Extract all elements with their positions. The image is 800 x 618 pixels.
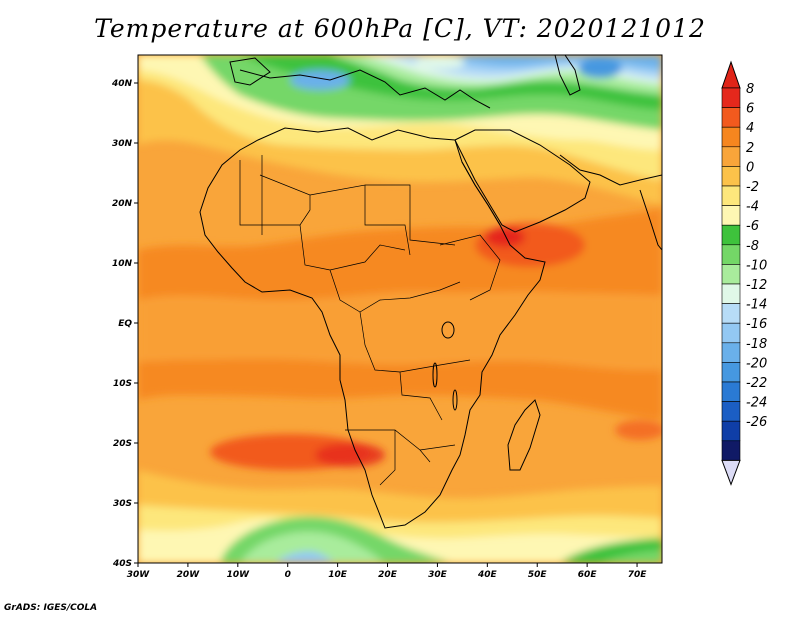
colorbar-label: 0	[746, 160, 754, 175]
colorbar-swatch	[721, 205, 741, 226]
x-tick-label: 10W	[227, 570, 251, 580]
red-sea	[461, 161, 501, 226]
y-tick-label: 10N	[112, 259, 133, 269]
colorbar-swatch	[721, 126, 741, 148]
coastlines	[199, 55, 662, 529]
credit-text: GrADS: IGES/COLA	[4, 603, 98, 613]
chart-title: Temperature at 600hPa [C], VT: 202012101…	[94, 14, 706, 43]
colorbar-label: -18	[746, 337, 767, 352]
x-tick-label: 20W	[177, 570, 201, 580]
y-tick-label: 30S	[113, 499, 132, 509]
y-axis: 40N 30N 20N 10N EQ 10S 20S 30S 40S	[111, 79, 138, 569]
mediterranean-north	[239, 69, 491, 109]
x-tick-label: 10E	[328, 570, 348, 580]
y-tick-label: 20N	[112, 199, 133, 209]
colorbar-label: 2	[746, 141, 754, 156]
colorbar-swatch	[721, 381, 741, 402]
temperature-field	[138, 55, 662, 563]
colorbar-swatch	[721, 283, 741, 304]
colorbar-label: -14	[746, 298, 767, 313]
lakes	[432, 321, 458, 411]
map-frame	[137, 54, 663, 564]
y-tick-label: 20S	[113, 439, 132, 449]
colorbar-label: -12	[746, 278, 767, 293]
x-tick-label: 30E	[428, 570, 448, 580]
colorbar-bottom-arrow	[721, 459, 741, 486]
colorbar-swatch	[721, 264, 741, 285]
colorbar-label: -20	[746, 356, 767, 371]
colorbar-swatch	[721, 166, 741, 187]
arabia-coastline	[454, 129, 591, 233]
persian-gulf	[559, 154, 662, 186]
x-tick-label: 0	[285, 570, 291, 580]
x-tick-label: 40E	[477, 570, 498, 580]
colorbar-swatch	[721, 440, 741, 461]
y-tick-label: 30N	[112, 139, 133, 149]
colorbar-swatch	[721, 362, 741, 383]
colorbar-swatch	[721, 87, 741, 108]
x-tick-label: 20E	[378, 570, 398, 580]
y-tick-label: 10S	[113, 379, 132, 389]
colorbar-label: -22	[746, 376, 767, 391]
colorbar-label: 6	[746, 102, 754, 117]
colorbar-swatch	[721, 146, 741, 167]
x-axis: 30W 20W 10W 0 10E 20E 30E 40E 50E 60E 70E	[127, 563, 647, 580]
colorbar-top-arrow	[721, 60, 741, 89]
colorbar-label: -8	[746, 239, 759, 254]
colorbar-label: -16	[746, 317, 767, 332]
india-coast	[639, 189, 662, 251]
x-tick-label: 70E	[628, 570, 648, 580]
y-tick-label: 40S	[112, 559, 132, 569]
colorbar-label: -26	[746, 415, 767, 430]
colorbar-swatch	[721, 322, 741, 344]
colorbar-label: 8	[746, 82, 754, 97]
colorbar-label: -4	[746, 200, 759, 215]
colorbar-swatch	[721, 224, 741, 246]
colorbar-label: -24	[746, 396, 767, 411]
colorbar-swatch	[721, 342, 741, 363]
caspian	[554, 55, 581, 96]
x-tick-label: 30W	[127, 570, 151, 580]
country-borders	[239, 155, 501, 486]
southern-band	[138, 470, 662, 563]
y-tick-label: 40N	[111, 79, 133, 89]
colorbar-label: 4	[746, 121, 754, 136]
colorbar-swatch	[721, 303, 741, 324]
x-tick-label: 50E	[528, 570, 548, 580]
colorbar-label: -10	[746, 258, 767, 273]
colorbar-swatch	[721, 185, 741, 206]
madagascar	[507, 399, 541, 471]
colorbar-swatch	[721, 244, 741, 265]
y-tick-label: EQ	[118, 319, 132, 329]
colorbar-label: -6	[746, 219, 759, 234]
colorbar-swatch	[721, 420, 741, 442]
x-tick-label: 60E	[578, 570, 598, 580]
colorbar-label: -2	[746, 180, 759, 195]
colorbar-swatch	[721, 107, 741, 128]
colorbar-swatch	[721, 401, 741, 422]
iberia	[229, 57, 271, 86]
colorbar: 8 6 4 2 0 -2 -4 -6 -8 -10 -12 -14 -16 -18 -20 -22 -24 -26	[721, 60, 767, 486]
tropical-band	[138, 208, 662, 470]
